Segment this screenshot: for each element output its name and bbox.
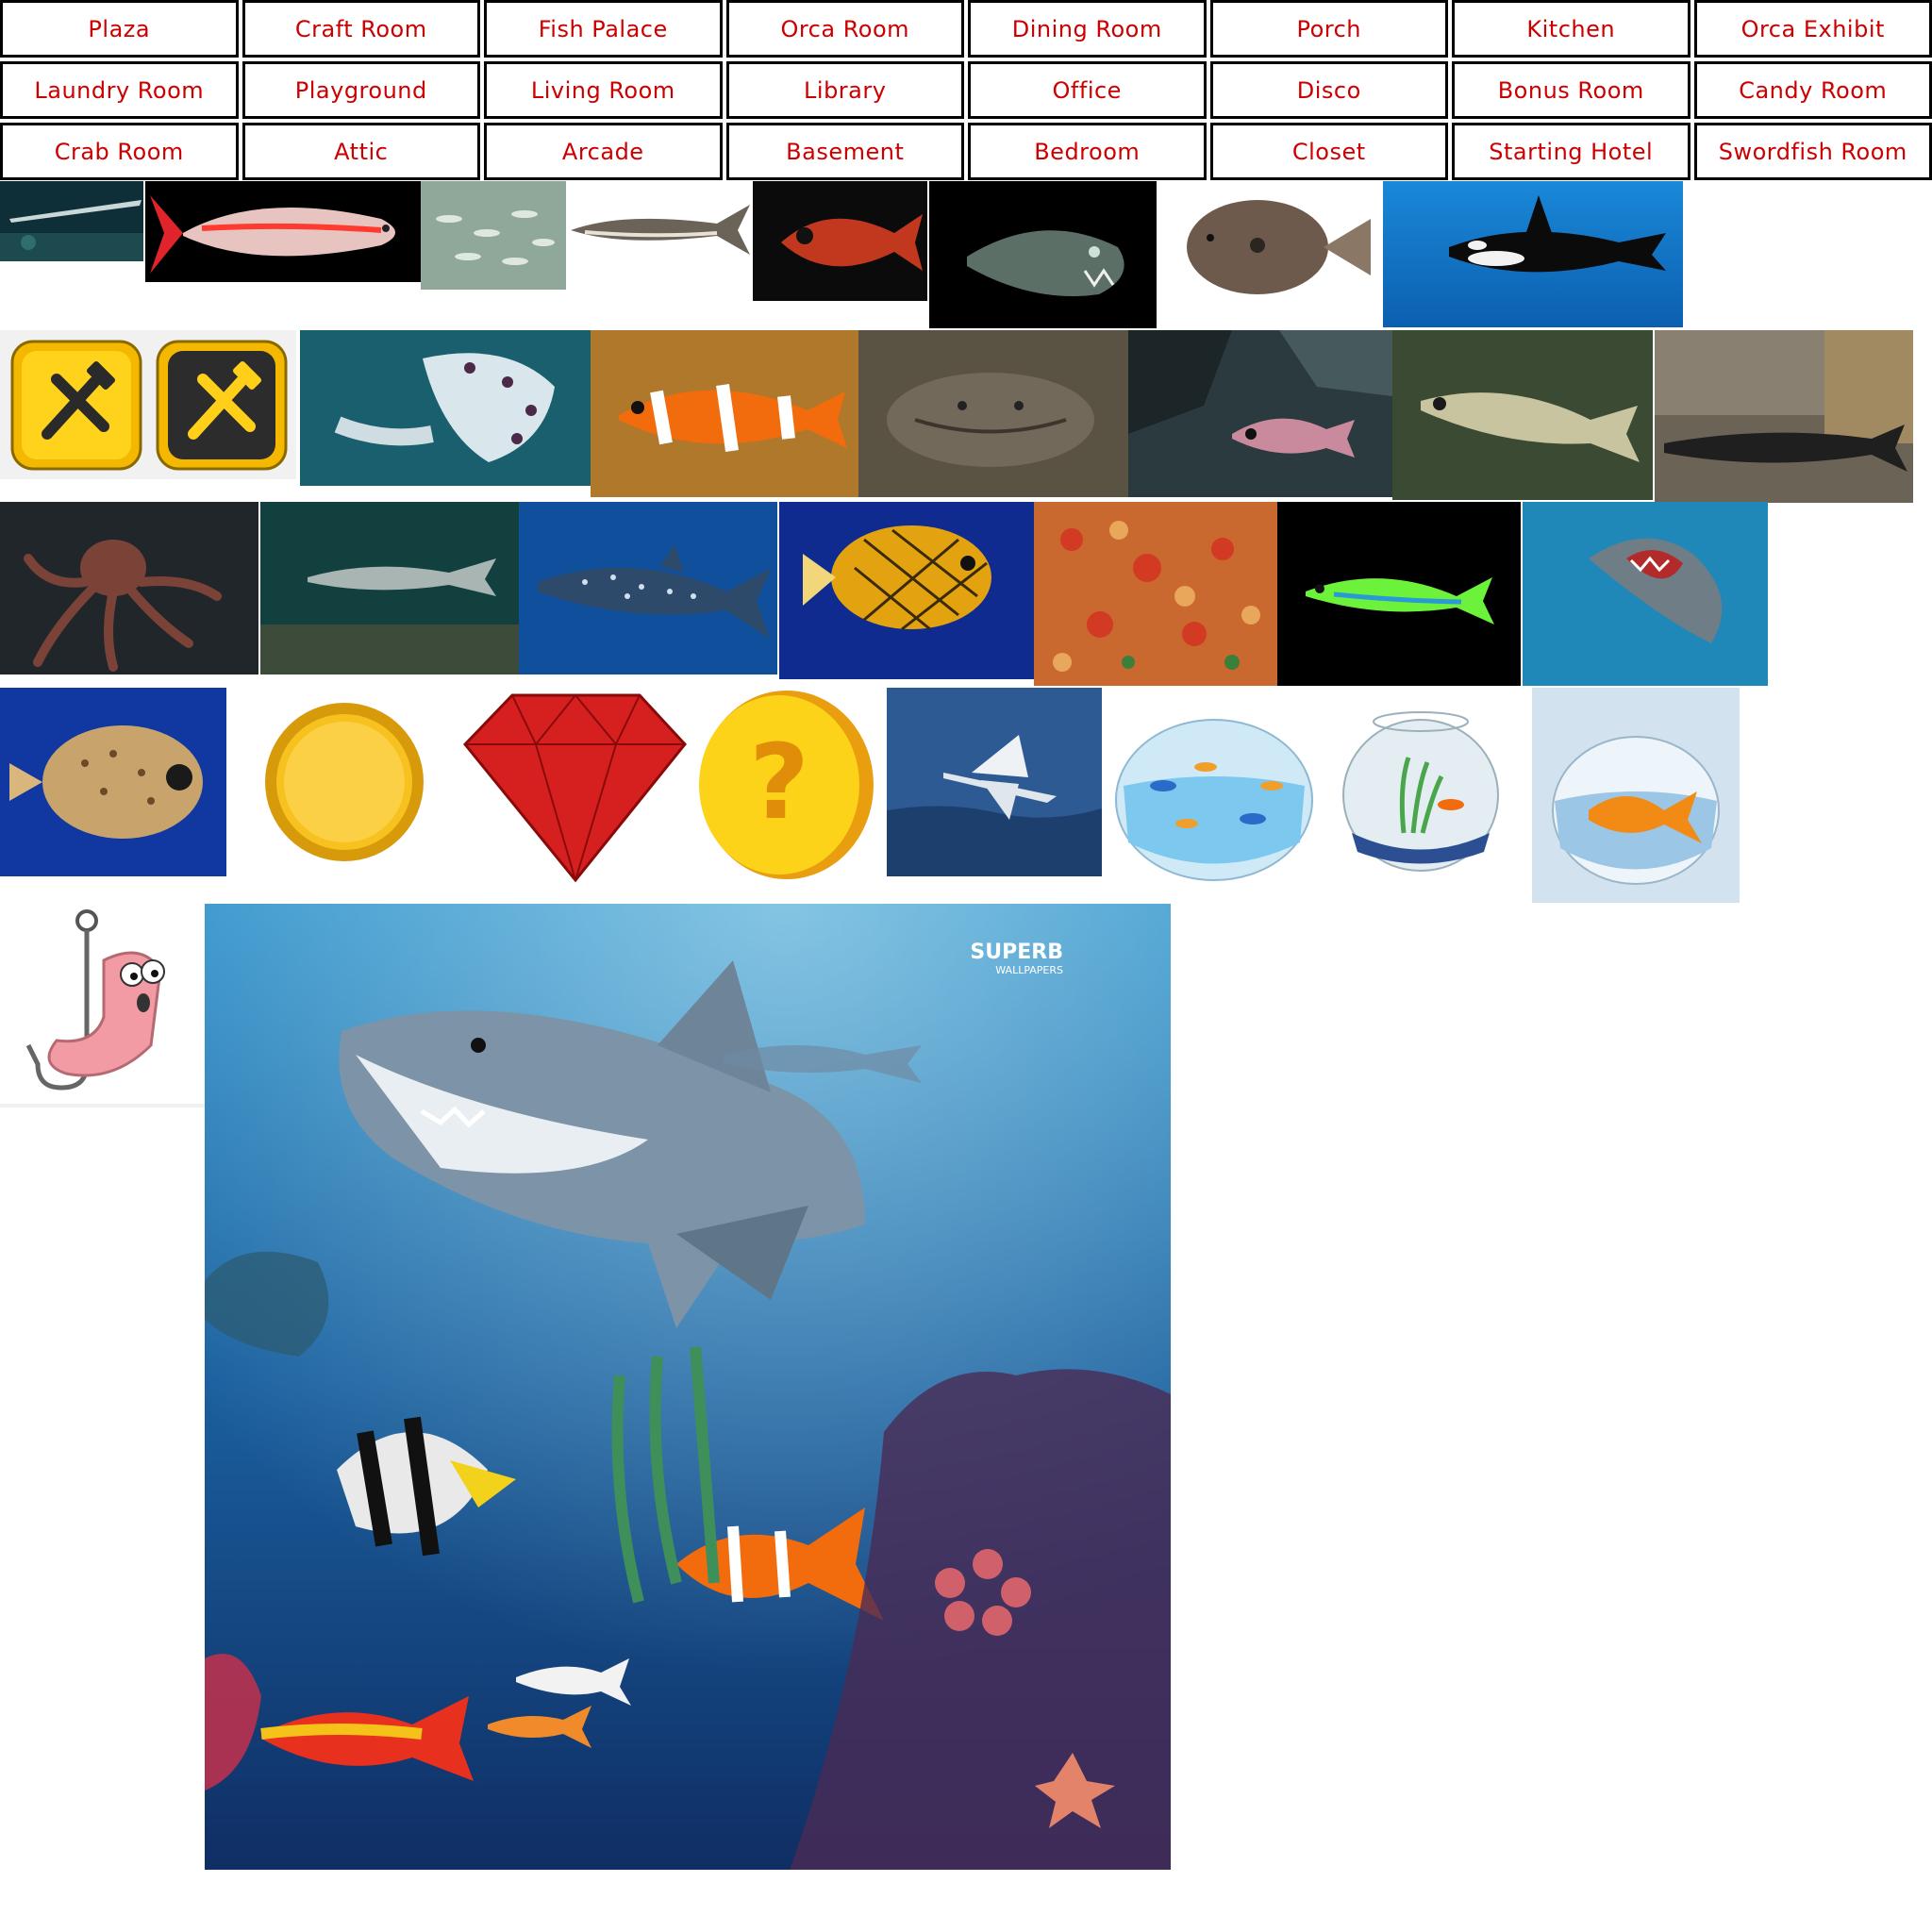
room-button-plaza[interactable]: Plaza bbox=[0, 0, 239, 58]
glofish-image[interactable] bbox=[1277, 502, 1521, 686]
pineapple-fish-image[interactable] bbox=[779, 502, 1034, 679]
room-button-fish-palace[interactable]: Fish Palace bbox=[484, 0, 723, 58]
room-button-bonus-room[interactable]: Bonus Room bbox=[1452, 61, 1690, 119]
room-grid: Plaza Craft Room Fish Palace Orca Room D… bbox=[0, 0, 1932, 180]
wallpaper-brand-sub: WALLPAPERS bbox=[995, 964, 1063, 976]
worm-hook-image[interactable] bbox=[0, 904, 206, 1108]
needlefish-image[interactable] bbox=[0, 181, 143, 261]
orca-image[interactable] bbox=[1383, 181, 1683, 327]
craft-tools-icon[interactable] bbox=[10, 340, 142, 471]
room-button-craft-room[interactable]: Craft Room bbox=[242, 0, 480, 58]
dogfish-shark-image[interactable] bbox=[260, 502, 519, 675]
goldfish-bowl-image[interactable] bbox=[1532, 688, 1740, 903]
room-button-library[interactable]: Library bbox=[725, 61, 964, 119]
jellyfish-image[interactable] bbox=[300, 330, 591, 486]
question-coin-icon[interactable]: ? bbox=[692, 688, 877, 882]
great-white-shark-image[interactable] bbox=[1523, 502, 1768, 686]
room-button-dining-room[interactable]: Dining Room bbox=[968, 0, 1207, 58]
room-button-crab-room[interactable]: Crab Room bbox=[0, 123, 239, 180]
octopus-image[interactable] bbox=[0, 502, 258, 675]
room-button-swordfish-room[interactable]: Swordfish Room bbox=[1693, 123, 1932, 180]
street-fish-image[interactable] bbox=[1655, 330, 1913, 503]
room-button-disco[interactable]: Disco bbox=[1209, 61, 1448, 119]
room-button-bedroom[interactable]: Bedroom bbox=[968, 123, 1207, 180]
wallpaper-brand: SUPERB bbox=[970, 941, 1063, 964]
room-button-office[interactable]: Office bbox=[968, 61, 1207, 119]
amberjack-image[interactable] bbox=[145, 181, 421, 282]
room-button-laundry-room[interactable]: Laundry Room bbox=[0, 61, 239, 119]
room-button-arcade[interactable]: Arcade bbox=[484, 123, 723, 180]
room-button-attic[interactable]: Attic bbox=[242, 123, 480, 180]
flying-fish-image[interactable] bbox=[887, 688, 1102, 876]
fishbowl-plant-image[interactable] bbox=[1338, 701, 1504, 876]
room-button-orca-exhibit[interactable]: Orca Exhibit bbox=[1693, 0, 1932, 58]
room-button-starting-hotel[interactable]: Starting Hotel bbox=[1452, 123, 1690, 180]
bigeye-image[interactable] bbox=[753, 181, 927, 301]
svg-text:?: ? bbox=[749, 722, 809, 842]
craft-tools-icons bbox=[0, 330, 296, 479]
whale-shark-image[interactable] bbox=[519, 502, 777, 675]
room-button-orca-room[interactable]: Orca Room bbox=[725, 0, 964, 58]
ruby-icon[interactable] bbox=[460, 688, 689, 882]
room-button-playground[interactable]: Playground bbox=[242, 61, 480, 119]
room-button-candy-room[interactable]: Candy Room bbox=[1693, 61, 1932, 119]
room-button-basement[interactable]: Basement bbox=[725, 123, 964, 180]
ocean-wallpaper-image[interactable]: SUPERB WALLPAPERS bbox=[205, 904, 1171, 1870]
fishbowl-bettas-image[interactable] bbox=[1111, 701, 1317, 882]
john-dory-image[interactable] bbox=[1158, 181, 1381, 306]
fish-flakes-image[interactable] bbox=[1034, 502, 1277, 686]
room-button-closet[interactable]: Closet bbox=[1209, 123, 1448, 180]
room-button-kitchen[interactable]: Kitchen bbox=[1452, 0, 1690, 58]
goosefish-image[interactable] bbox=[858, 330, 1128, 497]
clownfish-image[interactable] bbox=[591, 330, 858, 497]
fish-school-image[interactable] bbox=[421, 181, 566, 290]
coin-icon[interactable] bbox=[262, 702, 426, 862]
minnow-image[interactable] bbox=[1392, 330, 1653, 500]
pink-fish-rocks-image[interactable] bbox=[1128, 330, 1392, 497]
room-button-porch[interactable]: Porch bbox=[1209, 0, 1448, 58]
room-button-living-room[interactable]: Living Room bbox=[484, 61, 723, 119]
pufferfish-image[interactable] bbox=[0, 688, 226, 876]
cobia-image[interactable] bbox=[566, 181, 753, 275]
craft-tools-dark-icon[interactable] bbox=[156, 340, 288, 471]
anglerfish-image[interactable] bbox=[929, 181, 1157, 328]
